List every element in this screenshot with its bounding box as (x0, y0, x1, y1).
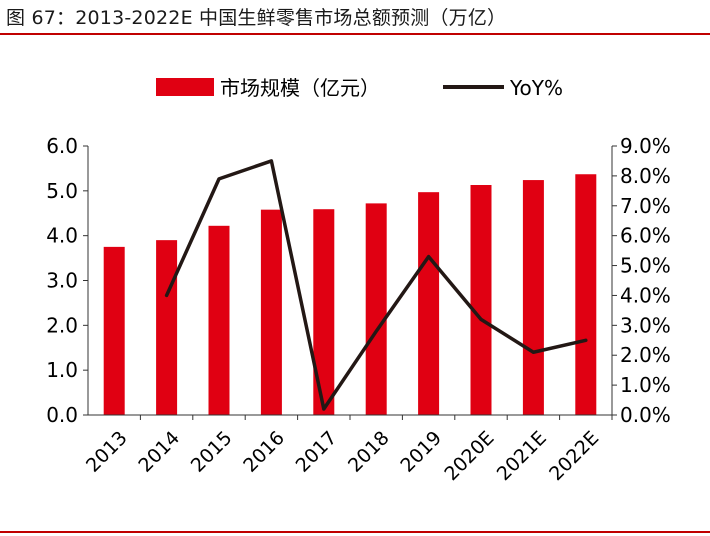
left-tick-label: 4.0 (46, 224, 78, 248)
left-tick-label: 3.0 (46, 269, 78, 293)
bar-2016 (260, 209, 282, 415)
legend-bar-swatch (156, 78, 214, 96)
x-tick-label: 2021E (493, 427, 551, 485)
x-tick-label: 2018 (344, 427, 394, 477)
right-tick-label: 9.0% (620, 134, 671, 158)
right-tick-label: 8.0% (620, 164, 671, 188)
legend-line-label: YoY% (509, 76, 563, 100)
x-tick-label: 2019 (396, 427, 446, 477)
left-tick-label: 5.0 (46, 179, 78, 203)
bar-2014 (156, 240, 178, 415)
x-tick-label: 2014 (134, 427, 184, 477)
right-axis-ticks: 0.0% 1.0% 2.0% 3.0% 4.0% 5.0% 6.0% 7.0% 8.0% 9.0% (612, 134, 671, 427)
x-tick-label: 2017 (292, 427, 342, 477)
legend: 市场规模（亿元） YoY% (156, 76, 563, 100)
left-axis-ticks: 0.0 1.0 2.0 3.0 4.0 5.0 6.0 (46, 134, 88, 427)
bar-2017 (313, 209, 335, 415)
right-tick-label: 2.0% (620, 343, 671, 367)
right-tick-label: 0.0% (620, 403, 671, 427)
x-axis-ticks: 2013 2014 2015 2016 2017 2018 20192020E2021E20… (82, 415, 613, 485)
bar-2022E (575, 174, 597, 415)
left-tick-label: 2.0 (46, 313, 78, 337)
left-tick-label: 1.0 (46, 358, 78, 382)
x-tick-label: 2022E (545, 427, 603, 485)
x-tick-label: 2016 (239, 427, 289, 477)
bars (103, 174, 597, 415)
bar-2013 (103, 246, 125, 415)
right-tick-label: 7.0% (620, 194, 671, 218)
footer-rule (0, 531, 710, 533)
legend-bar-label: 市场规模（亿元） (220, 76, 380, 100)
right-tick-label: 1.0% (620, 373, 671, 397)
bar-2018 (365, 203, 387, 415)
x-tick-label: 2015 (187, 427, 237, 477)
header-rule (0, 33, 710, 35)
bar-2020E (470, 185, 492, 415)
right-tick-label: 3.0% (620, 313, 671, 337)
yoy-line-series (164, 159, 588, 411)
left-tick-label: 0.0 (46, 403, 78, 427)
bar-2015 (208, 225, 230, 415)
right-tick-label: 4.0% (620, 283, 671, 307)
bar-2019 (418, 192, 440, 415)
chart-title: 图 67：2013-2022E 中国生鲜零售市场总额预测（万亿） (6, 7, 507, 29)
right-tick-label: 5.0% (620, 254, 671, 278)
x-tick-label: 2020E (440, 427, 498, 485)
x-tick-label: 2013 (82, 427, 132, 477)
left-tick-label: 6.0 (46, 134, 78, 158)
right-tick-label: 6.0% (620, 224, 671, 248)
bar-2021E (522, 180, 544, 415)
